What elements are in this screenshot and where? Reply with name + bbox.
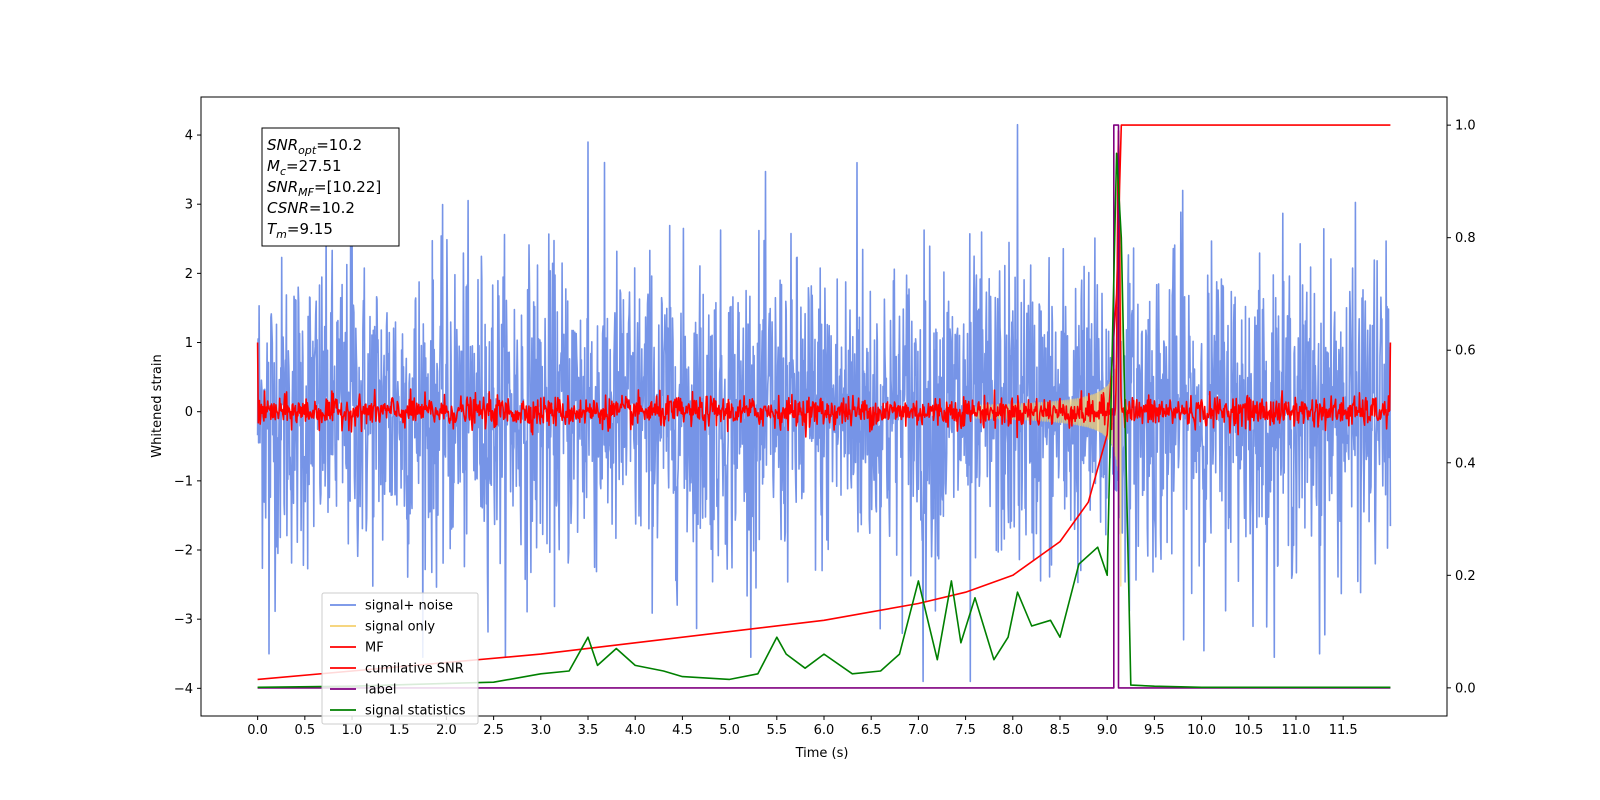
y-tick-label: 4 [185, 129, 193, 144]
x-tick-label: 9.0 [1097, 723, 1118, 738]
series-layer [256, 123, 1392, 689]
legend-label: signal+ noise [365, 599, 453, 614]
annotation-line: Tm=9.15 [267, 220, 333, 241]
legend-label: signal only [365, 620, 435, 635]
legend-label: cumilative SNR [365, 662, 464, 677]
y2-tick-label: 1.0 [1455, 119, 1476, 134]
x-tick-label: 2.0 [436, 723, 457, 738]
legend-frame [321, 592, 479, 725]
y-tick-label: −3 [174, 613, 193, 628]
x-tick-label: 3.5 [578, 723, 599, 738]
y2-tick-label: 0.6 [1455, 344, 1476, 359]
x-tick-label: 7.0 [908, 723, 929, 738]
x-tick-label: 7.5 [955, 723, 976, 738]
x-tick-label: 11.0 [1281, 723, 1310, 738]
y2-tick-label: 0.2 [1455, 569, 1476, 584]
x-tick-label: 1.5 [389, 723, 410, 738]
annotation-frame [261, 127, 400, 247]
annotation-line: SNRMF=[10.22] [267, 178, 381, 199]
legend-label: label [365, 683, 396, 698]
x-tick-label: 9.5 [1144, 723, 1165, 738]
annotation-line: CSNR=10.2 [267, 199, 355, 217]
series-signal-statistics [257, 152, 1391, 689]
x-tick-label: 8.5 [1050, 723, 1071, 738]
x-tick-label: 10.5 [1234, 723, 1263, 738]
y-tick-label: 2 [185, 267, 193, 282]
x-axis-label: Time (s) [795, 746, 849, 761]
annotation-line: SNRopt=10.2 [267, 136, 362, 157]
x-tick-label: 8.0 [1002, 723, 1023, 738]
x-tick-label: 0.0 [247, 723, 268, 738]
y-tick-label: −2 [174, 544, 193, 559]
y-axis-right: 0.0 0.2 0.4 0.6 0.8 1.0 [1447, 119, 1476, 696]
x-tick-label: 1.0 [342, 723, 363, 738]
x-tick-label: 6.5 [861, 723, 882, 738]
x-tick-label: 11.5 [1329, 723, 1358, 738]
annotation-box: SNRopt=10.2Mc=27.51SNRMF=[10.22]CSNR=10.… [261, 127, 400, 247]
y-tick-label: 0 [185, 405, 193, 420]
x-axis: 0.0 0.5 1.0 1.5 2.0 2.5 3.0 3.5 4.0 4.5 5.0 5.5 6.0 6… [247, 716, 1358, 738]
y2-tick-label: 0.8 [1455, 231, 1476, 246]
x-tick-label: 10.0 [1187, 723, 1216, 738]
x-tick-label: 2.5 [483, 723, 504, 738]
x-tick-label: 5.0 [719, 723, 740, 738]
x-tick-label: 6.0 [814, 723, 835, 738]
series-label [257, 124, 1391, 689]
y-axis-left: −4 −3 −2 −1 0 1 2 3 4 [174, 129, 201, 697]
y-axis-label: Whitened strain [150, 354, 165, 457]
series-signal-noise [256, 123, 1392, 683]
annotation-line: Mc=27.51 [267, 157, 342, 178]
y2-tick-label: 0.0 [1455, 681, 1476, 696]
y2-tick-label: 0.4 [1455, 456, 1476, 471]
x-tick-label: 3.0 [530, 723, 551, 738]
legend-label: signal statistics [365, 704, 466, 719]
x-tick-label: 4.5 [672, 723, 693, 738]
x-tick-label: 4.0 [625, 723, 646, 738]
y-tick-label: −1 [174, 474, 193, 489]
legend: signal+ noise signal only MF cumilative SNR… [321, 592, 479, 725]
x-tick-label: 0.5 [294, 723, 315, 738]
x-tick-label: 5.5 [766, 723, 787, 738]
series-mf [256, 130, 1392, 439]
legend-label: MF [365, 641, 384, 656]
y-tick-label: 1 [185, 336, 193, 351]
y-tick-label: −4 [174, 682, 193, 697]
y-tick-label: 3 [185, 198, 193, 213]
